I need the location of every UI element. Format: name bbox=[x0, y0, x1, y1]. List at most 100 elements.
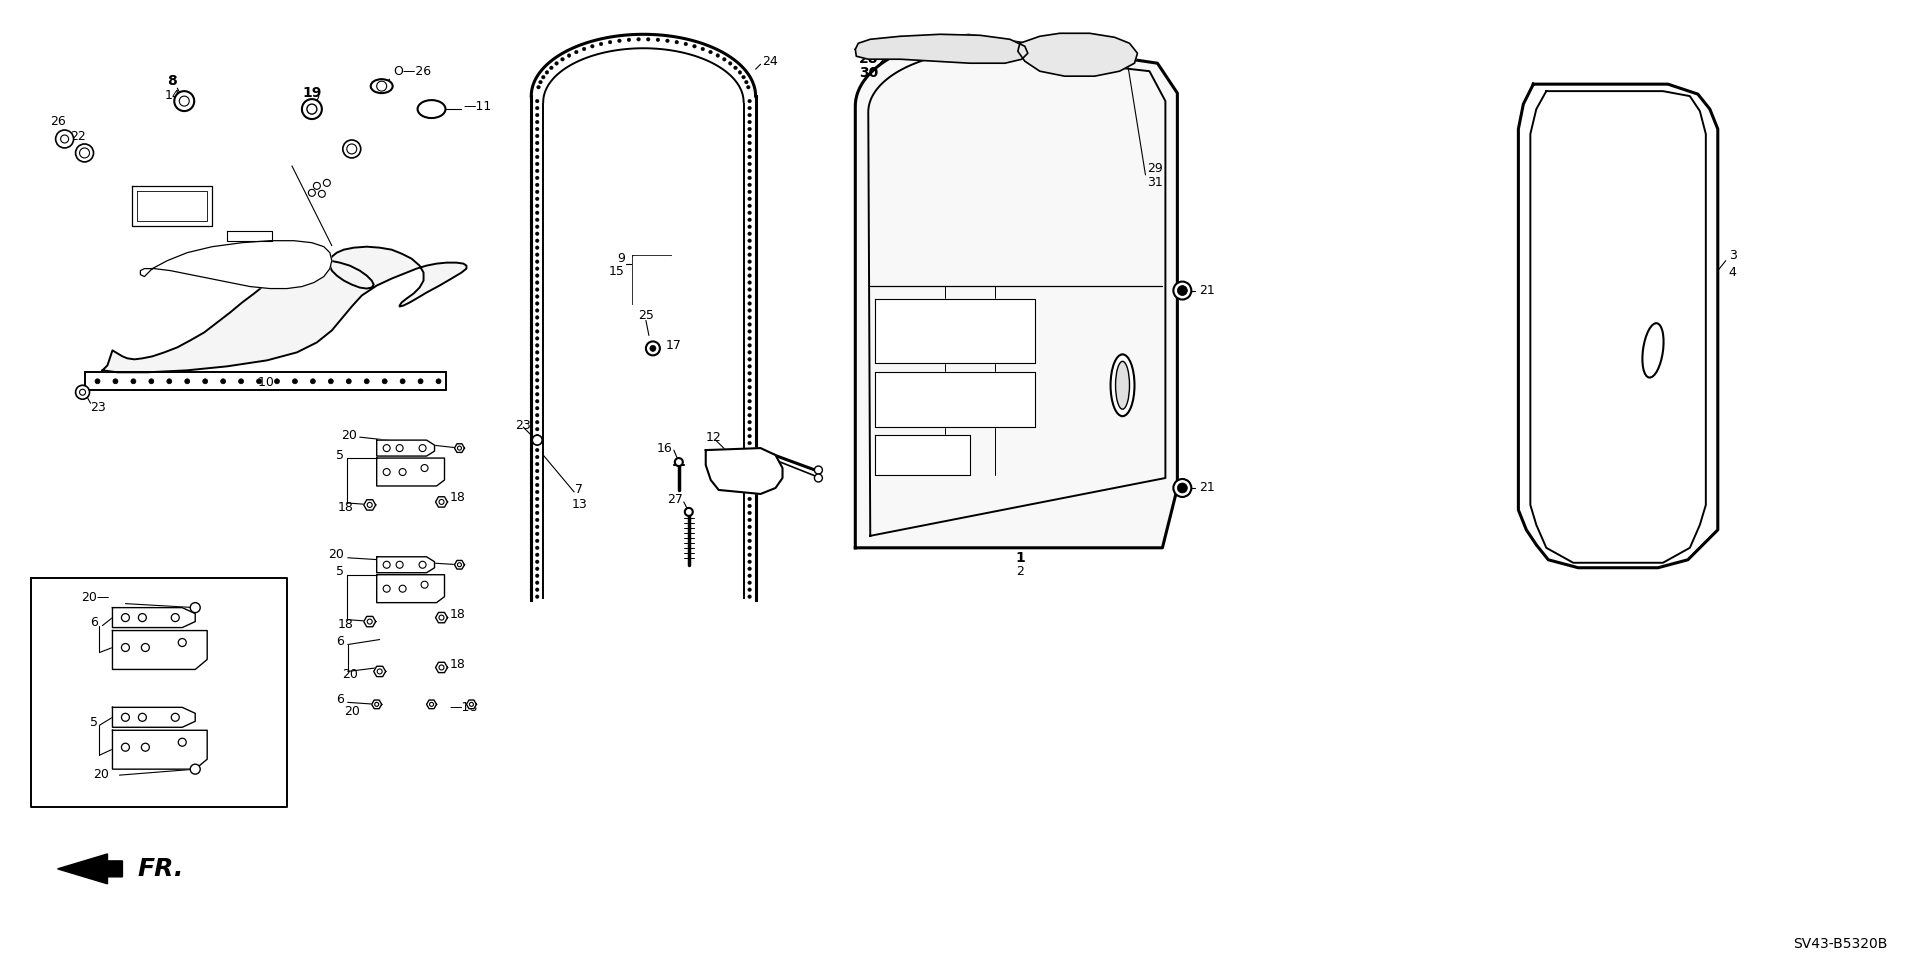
Text: 16: 16 bbox=[657, 441, 672, 455]
Polygon shape bbox=[102, 246, 467, 372]
Circle shape bbox=[121, 713, 129, 721]
Text: 23: 23 bbox=[90, 401, 106, 413]
Polygon shape bbox=[376, 557, 434, 573]
Circle shape bbox=[747, 218, 751, 222]
Circle shape bbox=[747, 532, 751, 536]
Circle shape bbox=[814, 466, 822, 474]
Text: O—26: O—26 bbox=[394, 64, 432, 78]
Circle shape bbox=[536, 239, 540, 243]
Text: 9: 9 bbox=[616, 252, 626, 265]
Circle shape bbox=[747, 560, 751, 564]
Circle shape bbox=[549, 66, 553, 70]
Circle shape bbox=[307, 105, 317, 114]
Text: 6: 6 bbox=[90, 616, 98, 629]
Circle shape bbox=[536, 448, 540, 452]
Circle shape bbox=[536, 225, 540, 228]
Circle shape bbox=[536, 420, 540, 424]
Circle shape bbox=[747, 456, 751, 458]
Circle shape bbox=[747, 407, 751, 410]
Ellipse shape bbox=[371, 80, 394, 93]
Circle shape bbox=[536, 169, 540, 173]
Text: 1: 1 bbox=[1016, 550, 1025, 565]
Circle shape bbox=[468, 702, 474, 707]
Circle shape bbox=[131, 379, 136, 384]
Circle shape bbox=[536, 518, 540, 522]
Circle shape bbox=[747, 343, 751, 347]
Circle shape bbox=[536, 553, 540, 556]
Text: 3: 3 bbox=[1728, 249, 1738, 262]
Circle shape bbox=[536, 358, 540, 362]
Circle shape bbox=[747, 553, 751, 556]
Circle shape bbox=[536, 100, 540, 103]
Circle shape bbox=[323, 179, 330, 186]
Circle shape bbox=[536, 483, 540, 487]
Text: 14: 14 bbox=[165, 88, 180, 102]
Circle shape bbox=[419, 561, 426, 569]
Text: 18: 18 bbox=[338, 502, 353, 514]
Circle shape bbox=[384, 469, 390, 476]
Circle shape bbox=[171, 614, 179, 621]
Circle shape bbox=[693, 44, 697, 48]
Circle shape bbox=[745, 81, 749, 84]
Circle shape bbox=[637, 37, 641, 41]
Circle shape bbox=[747, 413, 751, 417]
Text: 6: 6 bbox=[336, 635, 344, 648]
Text: 2: 2 bbox=[1016, 565, 1023, 578]
Circle shape bbox=[536, 246, 540, 249]
Circle shape bbox=[628, 38, 632, 41]
Polygon shape bbox=[376, 458, 445, 486]
Circle shape bbox=[747, 400, 751, 403]
Polygon shape bbox=[113, 608, 196, 627]
Circle shape bbox=[747, 85, 751, 89]
Ellipse shape bbox=[1110, 355, 1135, 416]
Text: 5: 5 bbox=[90, 715, 98, 729]
Circle shape bbox=[747, 281, 751, 285]
Circle shape bbox=[582, 47, 586, 51]
Text: SV43-B5320B: SV43-B5320B bbox=[1793, 937, 1887, 950]
Polygon shape bbox=[455, 444, 465, 453]
Circle shape bbox=[419, 379, 422, 384]
Circle shape bbox=[747, 379, 751, 382]
Circle shape bbox=[346, 379, 351, 384]
Circle shape bbox=[747, 420, 751, 424]
Circle shape bbox=[536, 218, 540, 222]
Polygon shape bbox=[376, 574, 445, 602]
Circle shape bbox=[747, 100, 751, 103]
Circle shape bbox=[179, 96, 190, 106]
Circle shape bbox=[179, 639, 186, 646]
Circle shape bbox=[536, 322, 540, 326]
Text: FR.: FR. bbox=[138, 857, 184, 881]
Circle shape bbox=[716, 54, 720, 58]
Circle shape bbox=[747, 504, 751, 507]
Text: 21: 21 bbox=[1200, 284, 1215, 297]
Circle shape bbox=[1173, 479, 1190, 497]
Circle shape bbox=[747, 134, 751, 138]
Circle shape bbox=[747, 337, 751, 340]
Circle shape bbox=[737, 71, 741, 74]
Circle shape bbox=[309, 189, 315, 197]
Circle shape bbox=[56, 130, 73, 148]
Circle shape bbox=[536, 567, 540, 571]
Circle shape bbox=[536, 190, 540, 194]
Circle shape bbox=[536, 539, 540, 543]
Circle shape bbox=[536, 595, 540, 598]
Text: 7: 7 bbox=[576, 483, 584, 497]
Circle shape bbox=[536, 371, 540, 375]
Circle shape bbox=[747, 539, 751, 543]
Circle shape bbox=[591, 44, 593, 48]
Circle shape bbox=[747, 190, 751, 194]
Circle shape bbox=[536, 134, 540, 138]
Text: 17: 17 bbox=[666, 339, 682, 352]
Circle shape bbox=[319, 190, 324, 198]
Polygon shape bbox=[140, 241, 332, 289]
Circle shape bbox=[536, 162, 540, 166]
Circle shape bbox=[747, 358, 751, 362]
Circle shape bbox=[555, 61, 559, 65]
Polygon shape bbox=[455, 560, 465, 569]
Circle shape bbox=[536, 294, 540, 298]
Text: 10: 10 bbox=[250, 376, 275, 388]
Circle shape bbox=[457, 446, 461, 450]
Circle shape bbox=[536, 477, 540, 480]
Circle shape bbox=[275, 379, 280, 384]
Ellipse shape bbox=[1642, 323, 1663, 378]
